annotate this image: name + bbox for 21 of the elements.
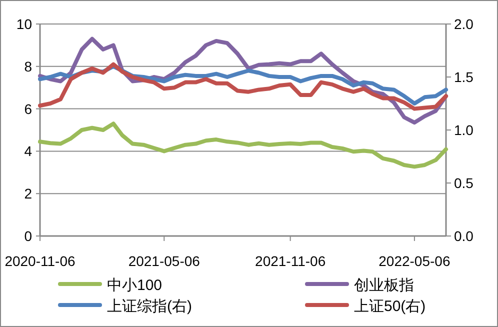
y2-tick-label: 1.5 [454, 69, 474, 85]
y2-tick-label: 0.5 [454, 175, 474, 191]
legend-label: 创业板指 [354, 277, 414, 294]
y-tick-label: 2 [24, 186, 32, 202]
legend-label: 中小100 [107, 277, 162, 294]
y2-tick-label: 1.0 [454, 122, 474, 138]
y-tick-label: 6 [24, 100, 32, 117]
x-tick-label: 2021-11-06 [255, 253, 326, 269]
x-tick-label: 2022-05-06 [378, 253, 450, 269]
line-series [38, 62, 448, 111]
y-tick-label: 4 [24, 143, 32, 160]
y-tick-label: 0 [24, 228, 32, 244]
y-tick-label: 8 [24, 58, 32, 74]
x-tick-label: 2021-05-06 [128, 253, 200, 269]
y-tick-label: 10 [16, 16, 32, 32]
legend-label: 上证综指(右) [107, 298, 192, 315]
y2-tick-label: 0.0 [454, 228, 474, 244]
y2-tick-label: 2.0 [454, 16, 474, 32]
legend-label: 上证50(右) [354, 298, 426, 315]
line-series [38, 122, 448, 169]
x-tick-label: 2020-11-06 [4, 253, 76, 269]
